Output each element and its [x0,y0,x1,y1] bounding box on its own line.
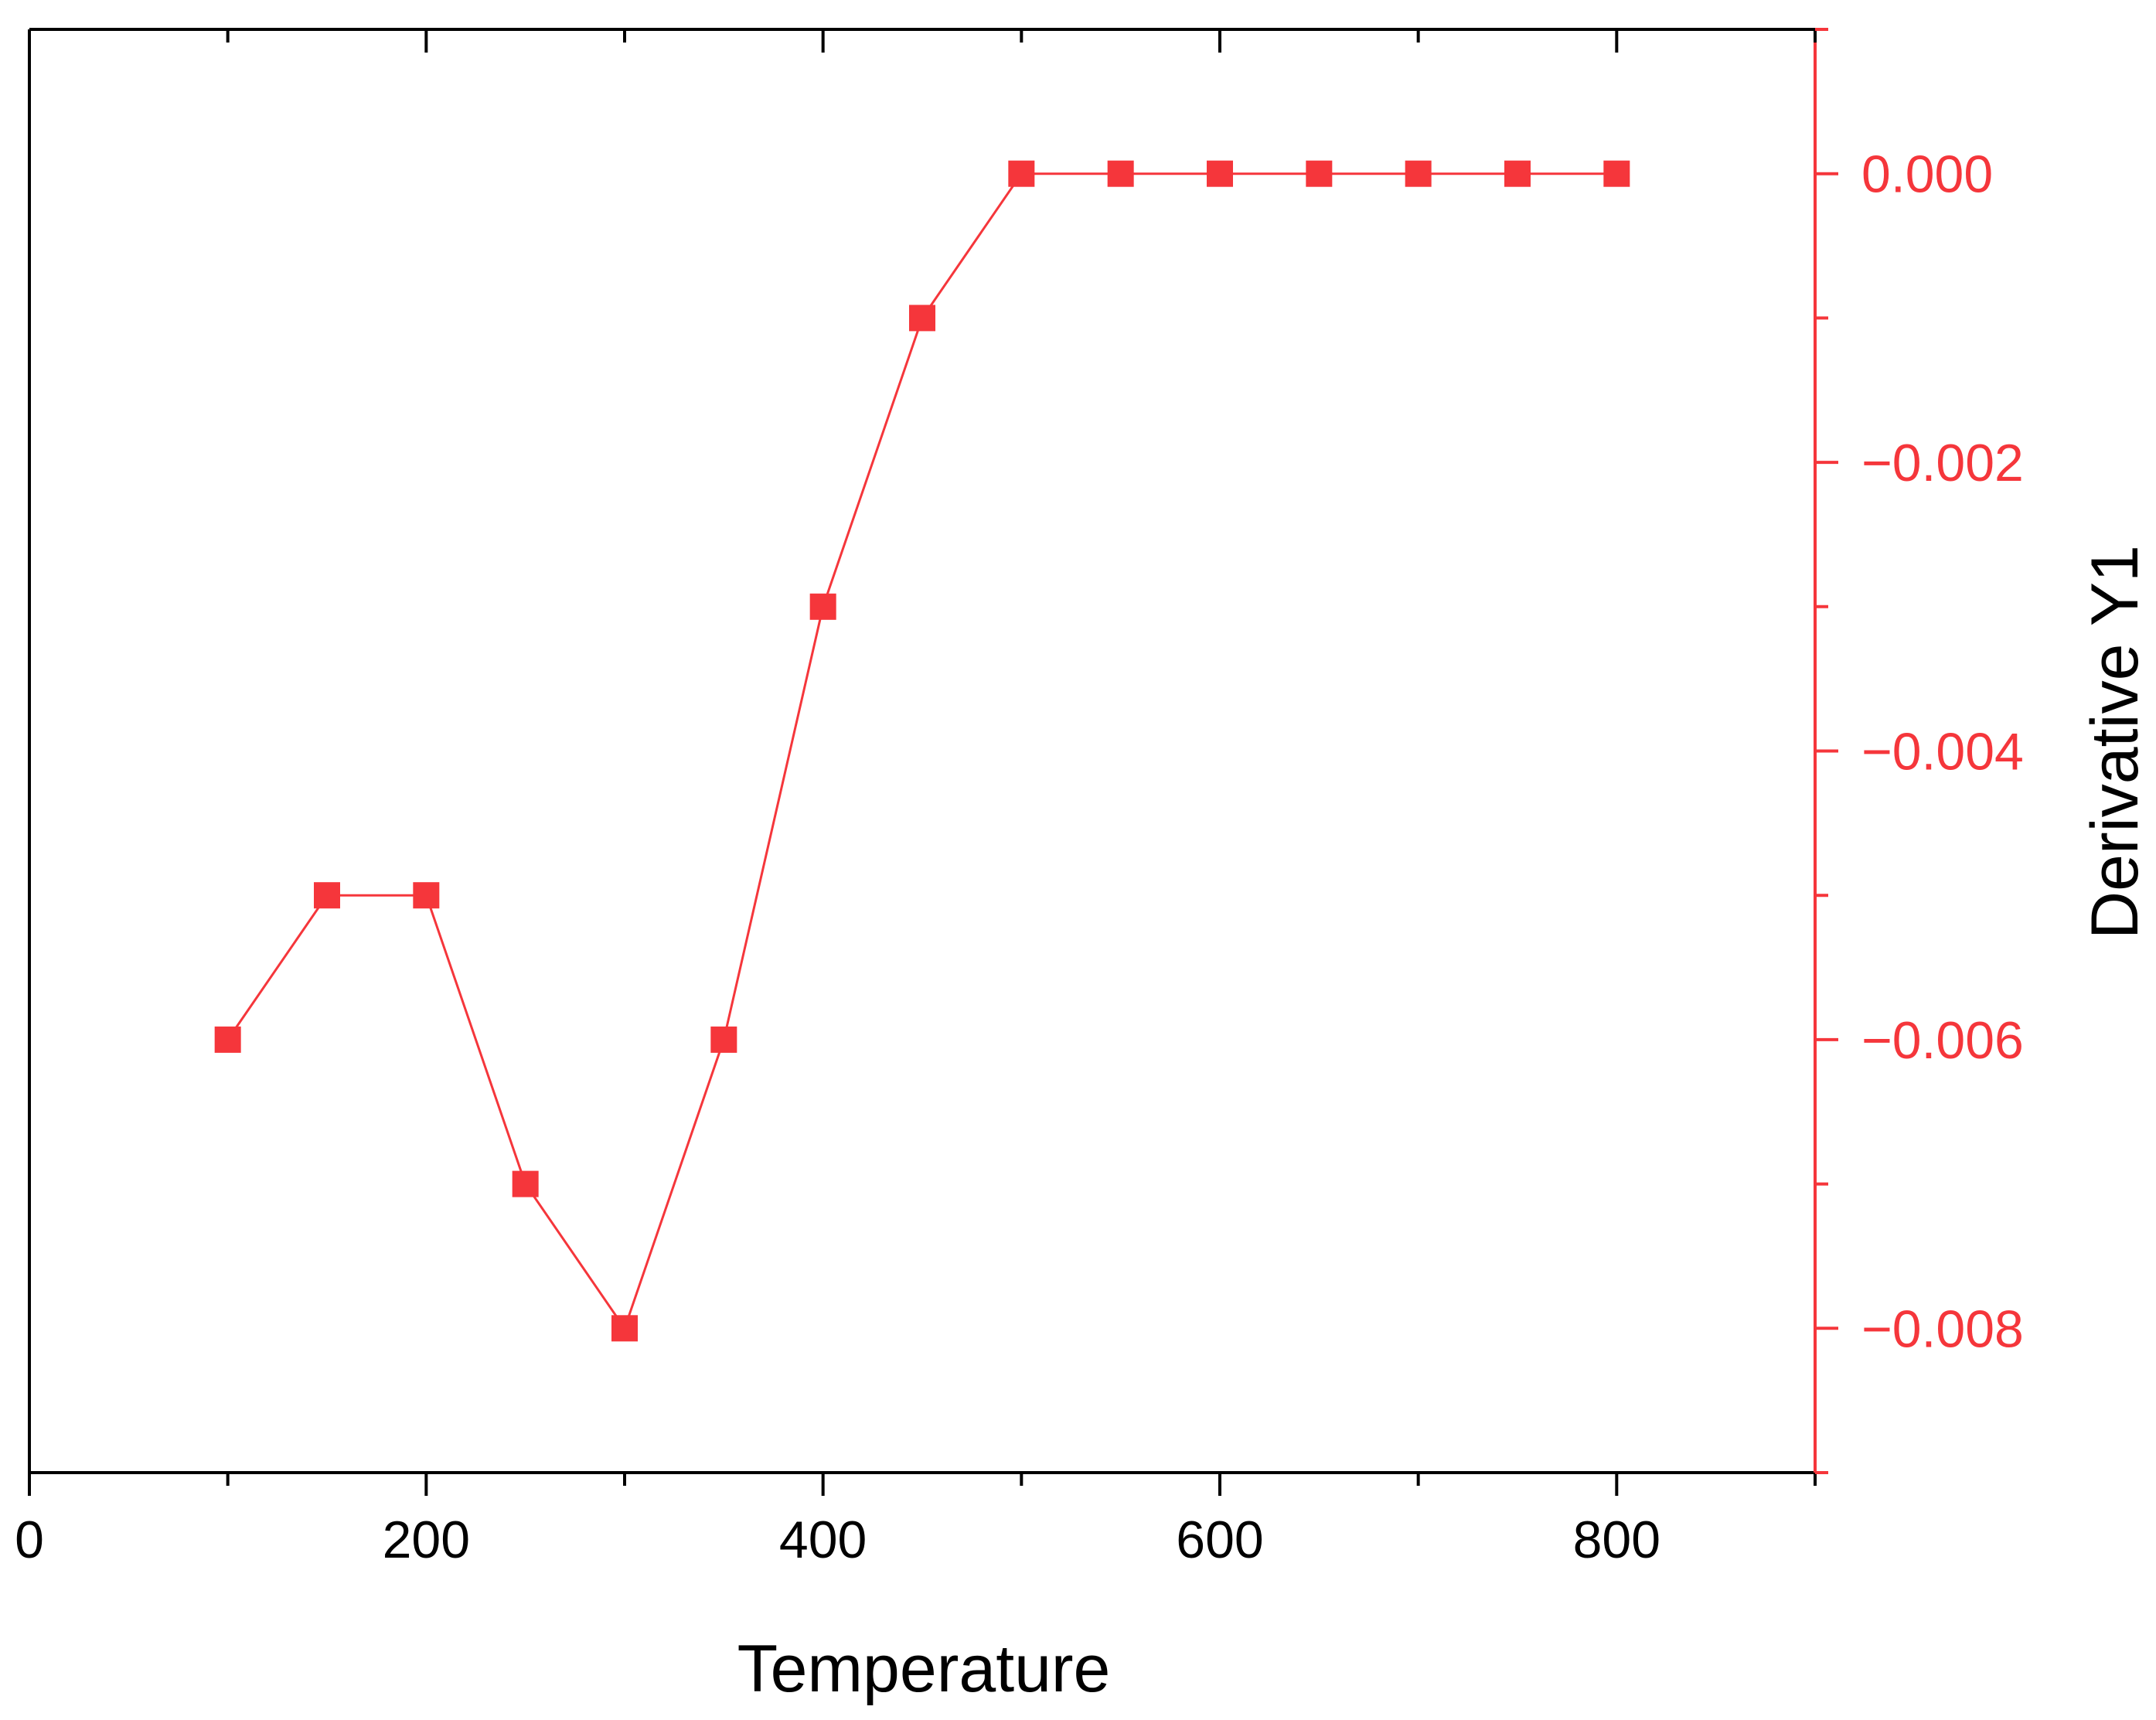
data-point [1504,160,1531,187]
data-point [314,882,340,909]
data-point [611,1315,638,1342]
tick-labels: 0 200 400 600 800 0.000 −0.002 −0.004 −0.006 −0.0… [15,145,2024,1569]
data-point [809,593,836,620]
x-tick-label: 800 [1573,1511,1660,1569]
axes [28,28,1817,1474]
data-point [1405,160,1432,187]
x-axis-title: Temperature [737,1632,1111,1706]
data-point [909,305,935,332]
y-tick-label: −0.006 [1861,1011,2024,1070]
x-tick-label: 600 [1176,1511,1263,1569]
data-point [214,1026,241,1053]
data-point [1603,160,1630,187]
data-point [1306,160,1333,187]
x-tick-label: 0 [15,1511,44,1569]
y-tick-label: −0.002 [1861,434,2024,492]
x-tick-label: 400 [779,1511,867,1569]
data-point [1008,160,1035,187]
right-y-axis-title: Derivative Y1 [2078,545,2152,939]
tick-marks [28,28,1838,1496]
data-point [1207,160,1233,187]
data-point [710,1026,737,1053]
series-line [226,172,1617,1331]
y-tick-label: −0.004 [1861,723,2024,782]
data-point [512,1170,539,1197]
data-point [413,882,440,909]
x-tick-label: 200 [383,1511,470,1569]
plot-area [214,160,1630,1342]
y-tick-label: −0.008 [1861,1299,2024,1358]
data-point [1107,160,1134,187]
y-tick-label: 0.000 [1861,145,1993,204]
